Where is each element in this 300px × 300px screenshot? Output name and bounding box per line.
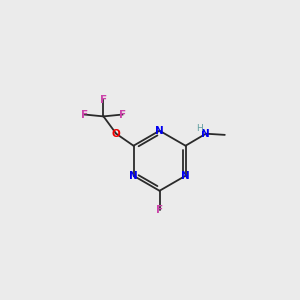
Text: F: F xyxy=(119,110,126,119)
Text: N: N xyxy=(181,171,190,181)
Text: H: H xyxy=(196,124,203,133)
Text: F: F xyxy=(156,205,163,215)
Text: O: O xyxy=(112,129,121,139)
Text: F: F xyxy=(81,110,88,119)
Text: N: N xyxy=(202,129,210,139)
Text: N: N xyxy=(129,171,138,181)
Text: N: N xyxy=(155,126,164,136)
Text: F: F xyxy=(100,95,107,105)
